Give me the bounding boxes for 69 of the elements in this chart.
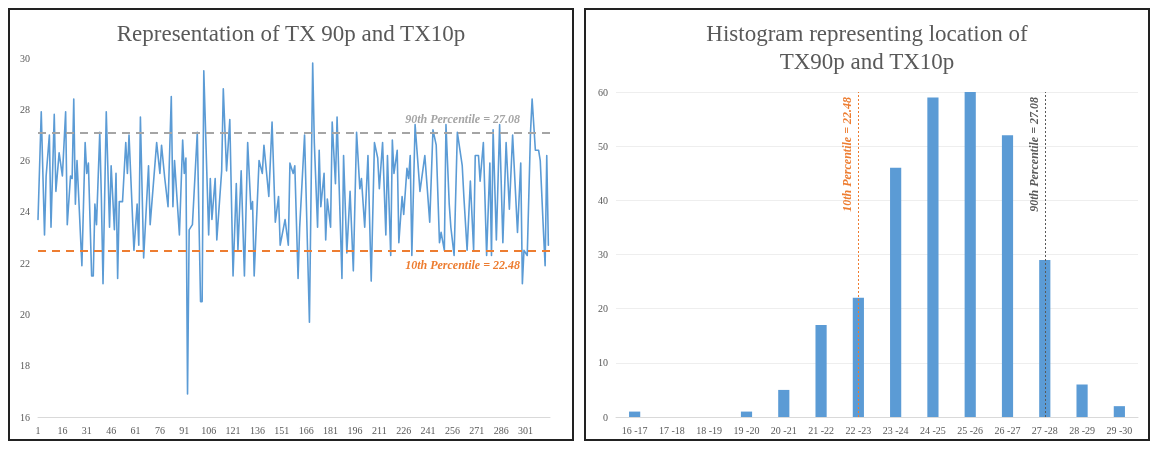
y-tick-label: 60 — [598, 86, 608, 98]
bar — [1076, 384, 1088, 417]
x-tick-label: 136 — [249, 424, 265, 436]
bar — [964, 92, 976, 417]
x-tick-label: 106 — [201, 424, 217, 436]
bar — [927, 97, 939, 417]
x-tick-label: 151 — [274, 424, 290, 436]
y-tick-label: 22 — [20, 257, 30, 269]
x-tick-label: 28 -29 — [1069, 424, 1095, 436]
bar — [778, 389, 790, 417]
x-tick-label: 24 -25 — [920, 424, 946, 436]
line-series — [37, 62, 550, 395]
x-tick-label: 226 — [396, 424, 412, 436]
y-tick-label: 18 — [20, 360, 30, 372]
y-tick-label: 10 — [598, 357, 608, 369]
x-tick-label: 17 -18 — [659, 424, 685, 436]
x-tick-label: 20 -21 — [770, 424, 797, 436]
x-tick-label: 166 — [298, 424, 314, 436]
x-tick-label: 31 — [81, 424, 92, 436]
x-tick-label: 211 — [372, 424, 387, 436]
chart-title: Representation of TX 90p and TX10p — [116, 20, 466, 46]
x-tick-label: 286 — [493, 424, 509, 436]
ref-line-label: 90th Percentile = 27.08 — [405, 111, 520, 126]
x-tick-label: 196 — [347, 424, 363, 436]
x-tick-label: 61 — [130, 424, 141, 436]
x-tick-label: 121 — [225, 424, 241, 436]
x-tick-label: 22 -23 — [845, 424, 872, 436]
x-tick-label: 19 -20 — [733, 424, 760, 436]
x-tick-label: 27 -28 — [1031, 424, 1058, 436]
y-tick-label: 20 — [20, 308, 30, 320]
ref-line-label: 10th Percentile = 22.48 — [840, 97, 855, 212]
y-tick-label: 24 — [20, 206, 30, 218]
bar — [852, 297, 864, 417]
x-tick-label: 91 — [179, 424, 190, 436]
ref-line-label: 10th Percentile = 22.48 — [405, 257, 520, 272]
x-tick-label: 256 — [444, 424, 460, 436]
y-tick-label: 28 — [20, 103, 30, 115]
x-tick-label: 21 -22 — [808, 424, 834, 436]
bar — [1113, 406, 1125, 417]
x-tick-label: 271 — [469, 424, 485, 436]
y-tick-label: 30 — [598, 249, 608, 260]
x-tick-label: 181 — [323, 424, 339, 436]
y-tick-label: 26 — [20, 155, 30, 167]
x-tick-label: 23 -24 — [882, 424, 909, 436]
x-tick-label: 46 — [106, 424, 117, 436]
x-tick-label: 16 -17 — [621, 424, 648, 436]
x-tick-label: 26 -27 — [994, 424, 1021, 436]
y-tick-label: 16 — [20, 411, 30, 423]
bar — [740, 411, 753, 417]
x-tick-label: 301 — [518, 424, 534, 436]
bar — [890, 167, 902, 417]
y-tick-label: 0 — [603, 411, 608, 423]
x-tick-label: 241 — [420, 424, 436, 436]
y-tick-label: 40 — [598, 194, 608, 206]
x-tick-label: 18 -19 — [696, 424, 723, 436]
y-tick-label: 50 — [598, 140, 608, 152]
bar — [1039, 259, 1051, 417]
x-tick-label: 25 -26 — [957, 424, 984, 436]
y-tick-label: 20 — [598, 303, 608, 315]
bar — [1001, 135, 1014, 417]
bar — [629, 411, 641, 417]
x-tick-label: 1 — [35, 424, 41, 436]
x-tick-label: 16 — [57, 424, 68, 436]
chart-title: Histogram representing location of TX90p and TX10p — [706, 20, 1028, 74]
y-tick-label: 30 — [20, 52, 30, 64]
bar — [815, 324, 827, 417]
x-tick-label: 76 — [154, 424, 165, 436]
ref-line-label: 90th Percentile = 27.08 — [1026, 97, 1041, 212]
x-tick-label: 29 -30 — [1106, 424, 1133, 436]
